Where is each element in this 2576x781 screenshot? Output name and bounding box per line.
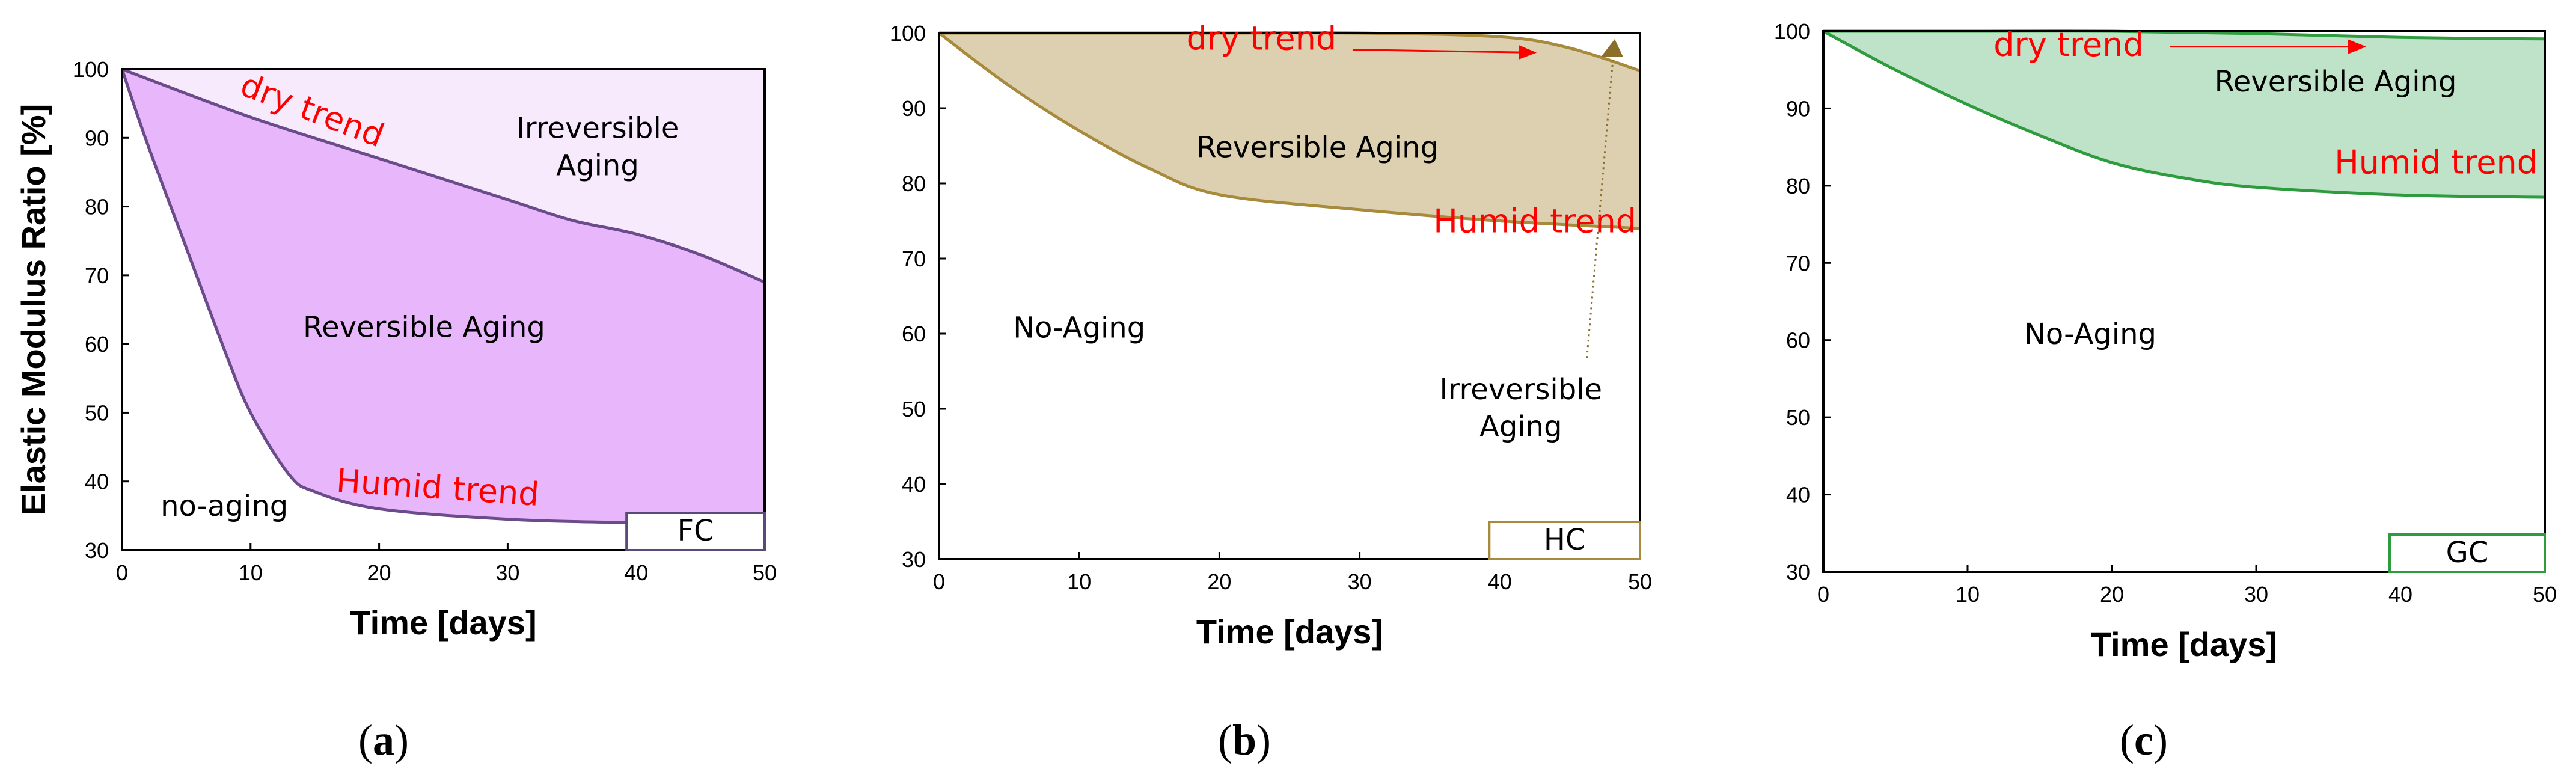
panel-label: (c) (2120, 716, 2168, 764)
y-tick-label: 50 (1786, 405, 1810, 430)
humid-trend-label: Humid trend (2334, 143, 2538, 181)
x-axis-label: Time [days] (2091, 625, 2277, 663)
x-tick-label: 30 (495, 560, 519, 585)
x-tick-label: 30 (1348, 569, 1372, 594)
y-tick-label: 40 (85, 470, 109, 494)
specimen-label: GC (2446, 536, 2489, 569)
y-tick-label: 80 (1786, 174, 1810, 198)
y-tick-label: 70 (1786, 251, 1810, 275)
y-tick-label: 90 (902, 96, 926, 121)
y-tick-label: 60 (1786, 328, 1810, 353)
dry-trend-line (121, 67, 765, 284)
dry-trend-arrow (1352, 45, 1537, 60)
no-aging-label: No-Aging (1013, 311, 1145, 345)
specimen-label: FC (678, 514, 714, 548)
x-tick-label: 50 (2533, 582, 2557, 607)
x-tick-label: 30 (2244, 582, 2268, 607)
humid-trend-line (938, 32, 1641, 230)
reversible-aging-label: Reversible Aging (2215, 65, 2457, 99)
y-tick-label: 40 (902, 472, 926, 497)
x-tick-label: 0 (933, 569, 945, 594)
panel-label: (a) (358, 716, 409, 764)
y-tick-label: 70 (902, 247, 926, 271)
x-tick-label: 20 (367, 560, 391, 585)
specimen-box (1488, 521, 1642, 560)
y-tick-label: 80 (902, 171, 926, 196)
y-tick-label: 30 (1786, 560, 1810, 584)
x-tick-label: 50 (1628, 569, 1652, 594)
y-tick-label: 100 (73, 57, 109, 82)
x-tick-label: 10 (239, 560, 263, 585)
specimen-label: HC (1544, 523, 1586, 557)
y-tick-label: 100 (890, 21, 926, 46)
y-tick-label: 50 (85, 400, 109, 425)
no-aging-label: no-aging (161, 489, 288, 523)
reversible-aging-label: Reversible Aging (303, 311, 545, 345)
y-tick-label: 50 (902, 397, 926, 421)
y-tick-label: 60 (902, 322, 926, 346)
x-tick-label: 20 (1207, 569, 1231, 594)
dry-trend-label: dry trend (1187, 20, 1337, 58)
irreversible-aging-label: Irreversible Aging (516, 111, 679, 182)
specimen-box (2388, 533, 2546, 573)
humid-trend-line (120, 69, 765, 525)
y-tick-label: 40 (1786, 483, 1810, 507)
y-tick-label: 60 (85, 332, 109, 357)
panel-label: (b) (1218, 716, 1271, 764)
irreversible-aging-leader (1585, 54, 1615, 360)
panel-a-chart: 0 10 20 30 40 50 30 40 50 60 70 80 90 100 Time [days] E… (14, 57, 777, 764)
y-tick-label: 70 (85, 263, 109, 288)
y-tick-label: 90 (85, 126, 109, 150)
x-tick-label: 0 (116, 560, 128, 585)
irreversible-aging-wedge (1600, 39, 1624, 57)
x-axis-label: Time [days] (1196, 613, 1383, 651)
y-axis-label: Elastic Modulus Ratio [%] (14, 104, 52, 516)
humid-trend-label: Humid trend (1433, 202, 1636, 240)
reversible-aging-label: Reversible Aging (1196, 130, 1439, 164)
x-tick-label: 40 (624, 560, 648, 585)
x-tick-label: 40 (1488, 569, 1512, 594)
y-tick-label: 90 (1786, 96, 1810, 121)
x-tick-label: 10 (1067, 569, 1091, 594)
x-axis-label: Time [days] (350, 604, 536, 642)
reversible-aging-area (122, 69, 765, 523)
y-tick-label: 100 (1774, 19, 1810, 44)
specimen-box (625, 512, 766, 551)
humid-trend-line (1822, 29, 2545, 199)
panel-c-chart: 0 10 20 30 40 50 30 40 50 60 70 80 90 100 Time [days] G… (1774, 19, 2557, 764)
plot-frame (1822, 30, 2546, 573)
x-tick-label: 50 (753, 560, 777, 585)
x-tick-label: 40 (2388, 582, 2412, 607)
irreversible-aging-label: Irreversible Aging (1439, 373, 1602, 444)
x-tick-label: 10 (1956, 582, 1980, 607)
x-tick-label: 20 (2100, 582, 2124, 607)
panel-b-chart: 0 10 20 30 40 50 30 40 50 60 70 80 90 100 Time [days] H… (890, 20, 1652, 765)
y-tick-label: 30 (902, 547, 926, 572)
reversible-aging-area (939, 32, 1640, 229)
dry-trend-label: dry trend (1993, 26, 2144, 64)
y-tick-label: 80 (85, 195, 109, 219)
reversible-aging-area (1823, 31, 2545, 198)
plot-frame (938, 32, 1641, 560)
no-aging-label: No-Aging (2024, 317, 2156, 351)
irreversible-aging-area (122, 69, 765, 283)
y-tick-label: 30 (85, 538, 109, 563)
plot-frame (121, 68, 766, 551)
x-tick-label: 0 (1817, 582, 1829, 607)
